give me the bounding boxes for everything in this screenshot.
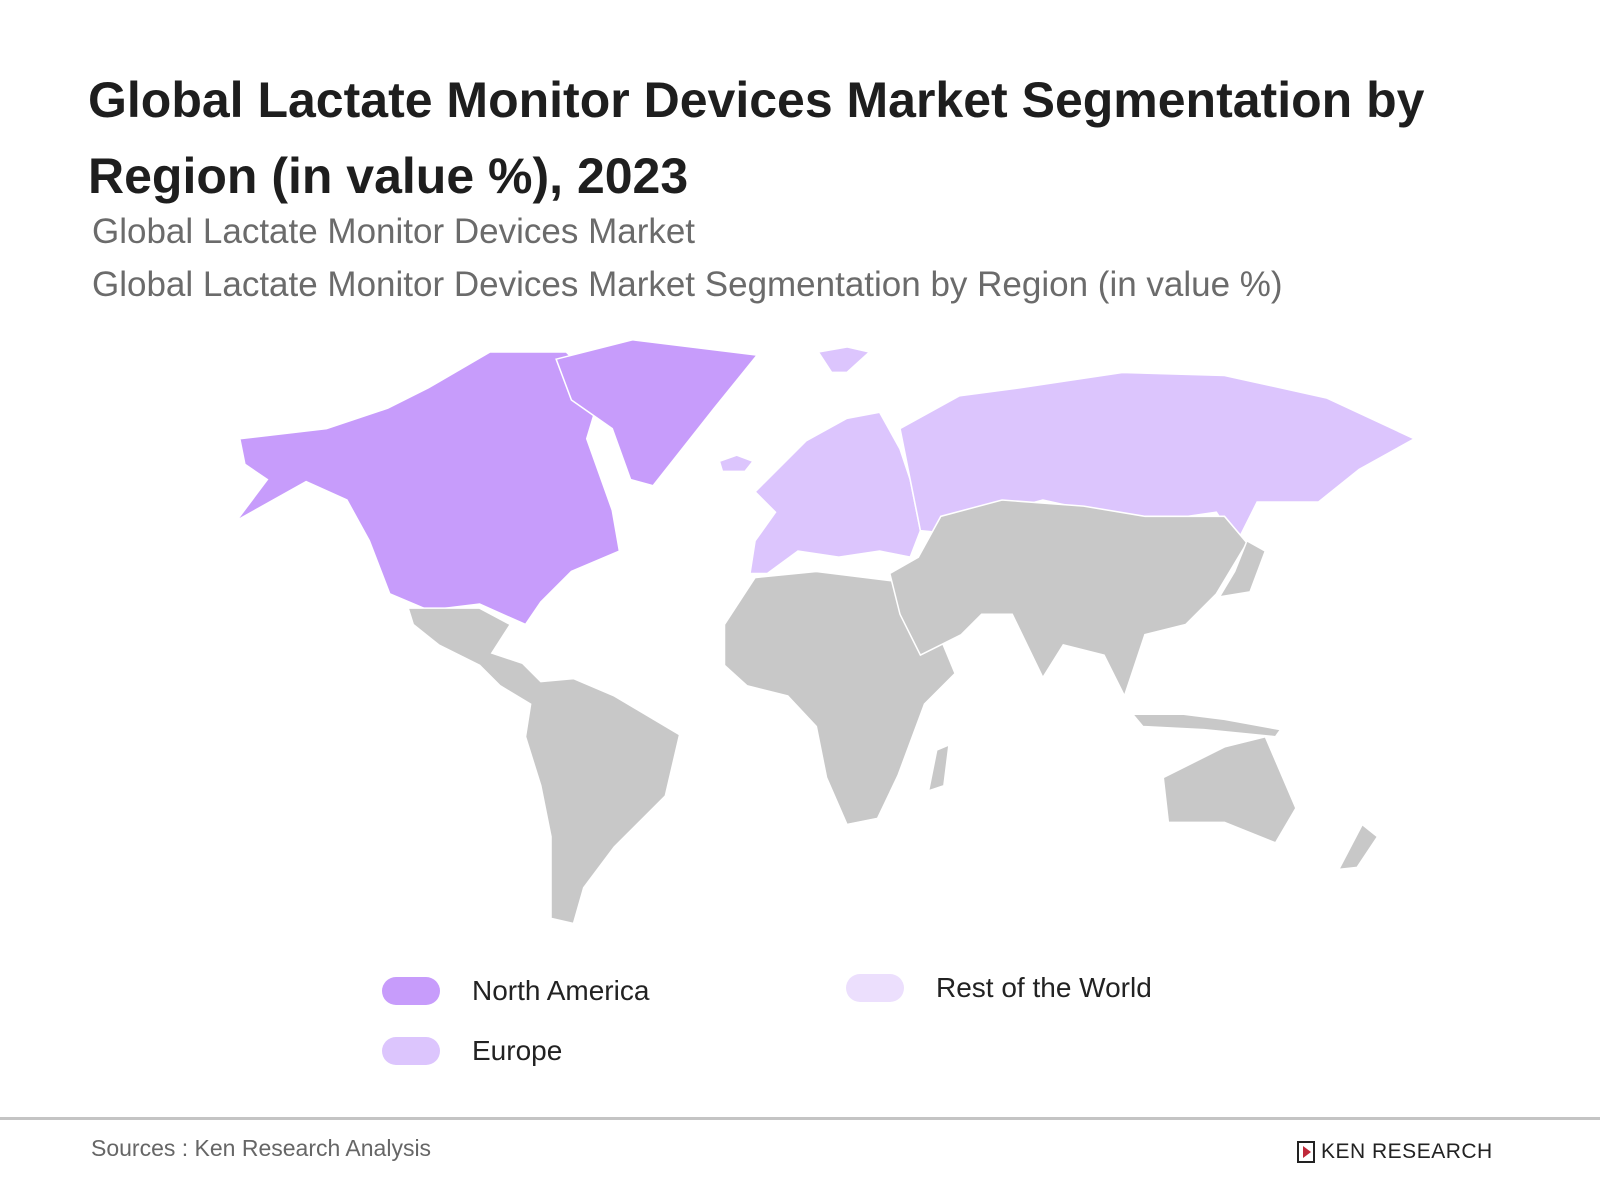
- legend-item-rest-of-world: Rest of the World: [846, 972, 1152, 1004]
- greenland-shape: [555, 339, 759, 487]
- region-rest-of-world: [407, 499, 1379, 925]
- north-america-shape: [236, 351, 621, 626]
- legend-swatch: [846, 974, 904, 1002]
- footer-divider: [0, 1117, 1600, 1120]
- indonesia-shape: [1131, 713, 1282, 738]
- legend-label: North America: [472, 975, 650, 1006]
- legend-label: Europe: [472, 1035, 563, 1066]
- source-note: Sources : Ken Research Analysis: [91, 1135, 432, 1161]
- subtitle-market: Global Lactate Monitor Devices Market: [92, 212, 696, 251]
- logo-text: KEN RESEARCH: [1321, 1140, 1493, 1163]
- legend-swatch: [382, 977, 440, 1005]
- legend-label: Rest of the World: [936, 972, 1152, 1003]
- africa-shape: [723, 570, 957, 826]
- iceland-shape: [718, 454, 755, 473]
- new-zealand-shape: [1337, 823, 1379, 871]
- australia-shape: [1162, 735, 1297, 844]
- japan-shape: [1217, 539, 1267, 598]
- legend-swatch: [382, 1037, 440, 1065]
- ken-research-logo: KEN RESEARCH: [1297, 1140, 1493, 1164]
- latin-america-shape: [407, 607, 681, 925]
- chart-title: Global Lactate Monitor Devices Market Se…: [88, 72, 1425, 204]
- legend-item-north-america: North America: [382, 975, 649, 1007]
- logo-k-icon: [1297, 1141, 1315, 1163]
- madagascar-shape: [927, 743, 950, 792]
- region-europe: [718, 346, 1416, 575]
- asia-shape: [888, 499, 1248, 698]
- region-north-america: [236, 339, 759, 626]
- legend-item-europe: Europe: [382, 1035, 562, 1067]
- europe-shape: [749, 411, 922, 575]
- subtitle-segmentation: Global Lactate Monitor Devices Market Se…: [92, 265, 1283, 304]
- svalbard-shape: [817, 346, 871, 374]
